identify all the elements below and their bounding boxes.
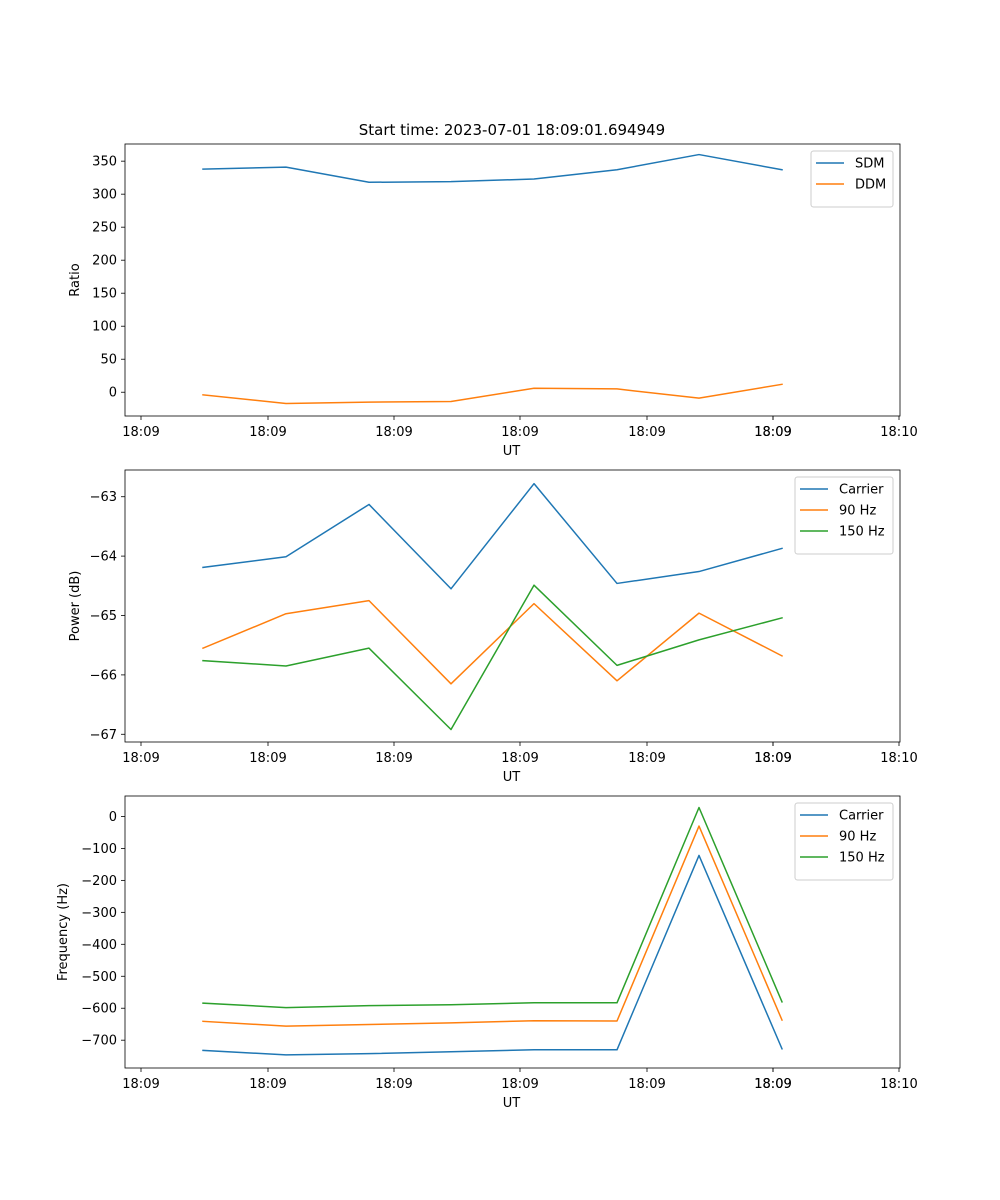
series-line-carrier [202, 854, 783, 1056]
y-tick-label: −65 [90, 609, 117, 624]
x-tick-label: 18:09 [375, 1077, 412, 1092]
y-tick-label: −63 [90, 490, 117, 505]
chart-panel-2: −67 −66 −65 −64 −63 18:09 18:09 18:09 18:09 18:09… [68, 469, 918, 785]
plot-frame [124, 143, 901, 417]
x-tick-label: 18:10 [880, 1077, 917, 1092]
plot-frame [124, 469, 901, 743]
series-line-90-hz [202, 825, 783, 1027]
x-tick-label: 18:09 [122, 751, 159, 766]
y-tick-label: −64 [90, 550, 117, 565]
y-tick-label: −100 [81, 842, 117, 857]
legend-label: 90 Hz [839, 830, 876, 845]
y-tick-label: −67 [90, 728, 117, 743]
series-line-ddm [202, 383, 783, 405]
legend-label: 150 Hz [839, 525, 885, 540]
legend-label: 90 Hz [839, 504, 876, 519]
legend: Carrier 90 Hz 150 Hz [794, 802, 894, 881]
x-tick-label: 18:09 [754, 751, 791, 766]
legend: Carrier 90 Hz 150 Hz [794, 476, 894, 555]
y-tick-label: −200 [81, 874, 117, 889]
legend-label: Carrier [839, 483, 884, 498]
x-tick-label: 18:10 [880, 425, 917, 440]
x-tick-label: 18:09 [754, 1077, 791, 1092]
x-tick-label: 18:09 [375, 425, 412, 440]
y-tick-label: 50 [100, 353, 117, 368]
series-line-90-hz [202, 599, 784, 685]
series-line-150-hz [202, 806, 783, 1009]
x-tick-label: 18:09 [628, 425, 665, 440]
y-axis-label: Ratio [68, 263, 83, 296]
y-tick-label: 0 [109, 386, 117, 401]
y-axis-label: Frequency (Hz) [56, 883, 71, 981]
panels: 0 50 100 150 200 250 300 350 18:09 18:09 18:09 18:0… [56, 143, 918, 1111]
x-tick-label: 18:09 [754, 1077, 791, 1092]
series-line-carrier [202, 482, 783, 590]
x-tick-label: 18:09 [754, 425, 791, 440]
x-tick-label: 18:09 [628, 751, 665, 766]
y-tick-label: 250 [92, 221, 117, 236]
plot-frame [124, 795, 901, 1069]
x-tick-label: 18:09 [122, 425, 159, 440]
y-tick-label: −600 [81, 1002, 117, 1017]
y-tick-label: 300 [92, 188, 117, 203]
y-tick-label: 100 [92, 320, 117, 335]
x-tick-label: 18:09 [249, 1077, 286, 1092]
figure-title: Start time: 2023-07-01 18:09:01.694949 [359, 121, 665, 139]
legend: SDM DDM [810, 150, 894, 208]
y-tick-label: −66 [90, 668, 117, 683]
legend-frame [794, 476, 894, 555]
x-tick-label: 18:09 [501, 1077, 538, 1092]
y-tick-label: −500 [81, 970, 117, 985]
x-tick-label: 18:10 [880, 751, 917, 766]
legend-label: 150 Hz [839, 851, 885, 866]
y-tick-label: 350 [92, 155, 117, 170]
y-axis-label: Power (dB) [68, 571, 83, 642]
x-axis-label: UT [503, 1096, 521, 1111]
legend-label: SDM [855, 157, 884, 172]
y-tick-label: −300 [81, 906, 117, 921]
x-tick-label: 18:09 [754, 425, 791, 440]
y-tick-label: 200 [92, 254, 117, 269]
y-tick-label: 0 [109, 810, 117, 825]
legend-label: DDM [855, 178, 886, 193]
legend-label: Carrier [839, 809, 884, 824]
x-axis-label: UT [503, 770, 521, 785]
chart-panel-3: −700 −600 −500 −400 −300 −200 −100 0 18:09 18:09 1… [56, 795, 918, 1111]
chart-panel-1: 0 50 100 150 200 250 300 350 18:09 18:09 18:09 18:0… [68, 143, 918, 459]
legend-frame [794, 802, 894, 881]
x-tick-label: 18:09 [754, 751, 791, 766]
y-tick-label: 150 [92, 287, 117, 302]
x-tick-label: 18:09 [249, 425, 286, 440]
x-axis-label: UT [503, 444, 521, 459]
x-tick-label: 18:09 [122, 1077, 159, 1092]
legend-frame [810, 150, 894, 208]
series-line-sdm [202, 153, 783, 184]
x-tick-label: 18:09 [628, 1077, 665, 1092]
x-tick-label: 18:09 [501, 425, 538, 440]
series-line-150-hz [202, 584, 783, 731]
x-tick-label: 18:09 [249, 751, 286, 766]
x-tick-label: 18:09 [501, 751, 538, 766]
y-tick-label: −400 [81, 938, 117, 953]
x-tick-label: 18:09 [375, 751, 412, 766]
y-tick-label: −700 [81, 1034, 117, 1049]
